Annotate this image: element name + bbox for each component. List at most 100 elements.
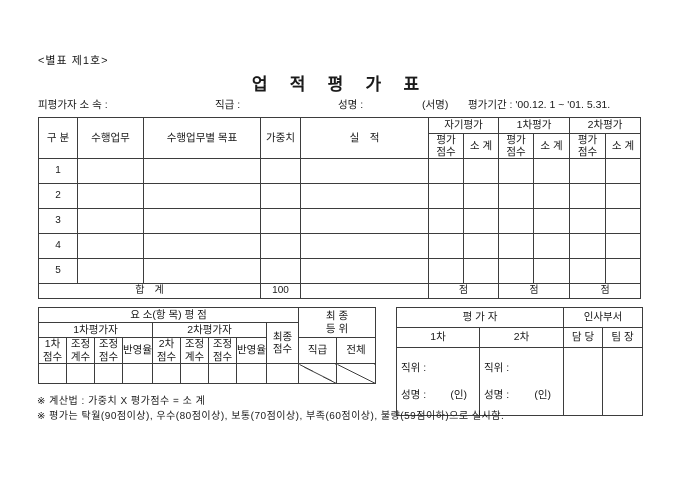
fill-cell <box>428 183 464 210</box>
fill-cell <box>38 363 67 384</box>
reflect-rate-header: 반영율 <box>236 337 267 364</box>
adjust-score-header: 조정 점수 <box>94 337 123 364</box>
subheader-self-subtotal: 소 계 <box>462 132 500 160</box>
fill-cell <box>428 258 464 285</box>
col-header-category: 구 분 <box>38 116 78 160</box>
row-number: 5 <box>38 258 78 285</box>
fill-cell <box>66 363 95 384</box>
fill-cell <box>300 158 429 185</box>
fill-cell <box>143 158 261 185</box>
fill-cell <box>77 258 144 285</box>
fill-cell <box>428 208 464 235</box>
fill-cell <box>77 233 144 260</box>
factor-data-row <box>38 363 376 384</box>
adjust-coeff-header: 조정 계수 <box>180 337 209 364</box>
fill-cell <box>77 158 144 185</box>
final-rank-header: 최 종 등 위 <box>298 307 376 338</box>
fill-cell <box>605 183 642 210</box>
reflect-rate-header: 반영율 <box>122 337 153 364</box>
group-header-self-eval: 자기평가 <box>427 117 500 134</box>
fill-cell <box>462 208 500 235</box>
fill-cell <box>208 363 237 384</box>
hr-dept-header: 인사부서 <box>563 307 644 328</box>
seal-label: (인) <box>450 389 467 402</box>
final-score-header: 최종 점수 <box>266 322 299 364</box>
performance-table: 구 분 수행업무 수행업무별 목표 가중치 실 적 자기평가 1차평가 2차평가… <box>38 116 642 300</box>
table-row: 3 <box>38 208 642 235</box>
row-number: 1 <box>38 158 78 185</box>
diagonal-strike-cell <box>298 363 337 384</box>
first-evaluator-signature-cell: 직위 : 성명 : (인) <box>396 346 480 417</box>
fill-cell <box>533 158 571 185</box>
fill-cell <box>236 363 267 384</box>
evaluator-position-label: 직위 : <box>401 362 427 375</box>
fill-cell <box>462 158 500 185</box>
fill-cell <box>605 233 642 260</box>
fill-cell <box>563 346 604 417</box>
name-label: 성명 : <box>338 99 364 111</box>
evaluator-name-label: 성명 : <box>401 389 427 402</box>
adjust-coeff-header: 조정 계수 <box>66 337 95 364</box>
row-number: 4 <box>38 233 78 260</box>
fill-cell <box>300 233 429 260</box>
fill-cell <box>152 363 181 384</box>
fill-cell <box>122 363 153 384</box>
total-weight-value: 100 <box>260 283 301 300</box>
fill-cell <box>143 258 261 285</box>
fill-cell <box>462 233 500 260</box>
fill-cell <box>143 233 261 260</box>
fill-cell <box>260 233 301 260</box>
fill-cell <box>498 158 535 185</box>
rank-grade-header: 직급 <box>298 337 337 364</box>
fill-cell <box>602 346 644 417</box>
fill-cell <box>77 183 144 210</box>
evaluator-position-label: 직위 : <box>484 362 510 375</box>
first-evaluator-group-header: 1차평가자 <box>38 322 153 338</box>
subheader-first-subtotal: 소 계 <box>533 132 571 160</box>
fill-cell <box>428 233 464 260</box>
table-row: 2 <box>38 183 642 210</box>
page-title: 업 적 평 가 표 <box>251 75 429 94</box>
evaluator-table-title: 평 가 자 <box>395 307 565 328</box>
fill-cell <box>605 258 642 285</box>
second-evaluator-header: 2차 <box>478 327 565 348</box>
seal-label: (인) <box>534 389 552 402</box>
fill-cell <box>300 183 429 210</box>
fill-cell <box>533 233 571 260</box>
subheader-second-score: 평가 점수 <box>569 132 607 160</box>
second-total-points-unit: 점 <box>569 283 642 300</box>
evaluator-name-label: 성명 : <box>484 389 510 402</box>
col-header-goal: 수행업무별 목표 <box>143 116 261 160</box>
footnote: ※ 계산법 : 가중치 X 평가점수 = 소 계 <box>37 396 206 407</box>
self-total-points-unit: 점 <box>427 283 500 300</box>
group-header-first-eval: 1차평가 <box>498 117 571 134</box>
row-number: 2 <box>38 183 78 210</box>
fill-cell <box>569 183 607 210</box>
first-score-header: 1차 점수 <box>38 337 67 364</box>
fill-cell <box>462 183 500 210</box>
row-number: 3 <box>38 208 78 235</box>
diagonal-strike-cell <box>336 363 376 384</box>
fill-cell <box>498 258 535 285</box>
fill-cell <box>260 258 301 285</box>
subheader-self-score: 평가 점수 <box>428 132 464 160</box>
fill-cell <box>605 208 642 235</box>
factor-score-table: 요 소(항 목) 평 점 최 종 등 위 1차평가자 2차평가자 최종 점수 1… <box>38 307 376 384</box>
group-header-second-eval: 2차평가 <box>569 117 642 134</box>
fill-cell <box>533 258 571 285</box>
evaluator-table: 평 가 자 인사부서 1차 2차 담 당 팀 장 직위 : 성명 : (인) 직… <box>395 307 644 417</box>
col-header-task: 수행업무 <box>77 116 144 160</box>
fill-cell <box>260 158 301 185</box>
team-leader-header: 팀 장 <box>602 327 644 348</box>
fill-cell <box>143 208 261 235</box>
staff-header: 담 당 <box>563 327 604 348</box>
table-row: 1 <box>38 158 642 185</box>
table-row: 5 <box>38 258 642 285</box>
signature-label: (서명) <box>422 99 449 111</box>
fill-cell <box>260 183 301 210</box>
affiliation-label: 피평가자 소 속 : <box>38 99 108 111</box>
fill-cell <box>605 158 642 185</box>
fill-cell <box>300 258 429 285</box>
adjust-score-header: 조정 점수 <box>208 337 237 364</box>
fill-cell <box>462 258 500 285</box>
